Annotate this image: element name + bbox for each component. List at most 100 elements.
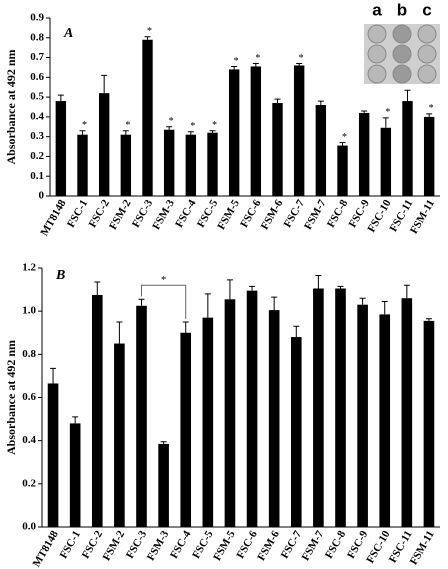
inset-well xyxy=(367,24,387,44)
error-bar xyxy=(339,142,346,146)
bar xyxy=(313,288,324,527)
y-tick-label: 0.6 xyxy=(30,71,44,83)
inset-well xyxy=(367,44,387,64)
bar xyxy=(136,305,147,527)
x-tick-label: FSM-6 xyxy=(259,197,286,231)
bar xyxy=(55,101,67,196)
inset-well xyxy=(392,44,412,64)
error-bar xyxy=(57,94,64,102)
error-bar xyxy=(231,65,238,70)
bar xyxy=(120,134,132,196)
x-tick-label: FSC-1 xyxy=(65,198,90,230)
bar xyxy=(207,132,218,196)
bar xyxy=(401,298,413,527)
inset-well xyxy=(417,44,437,64)
x-tick-label: FSM-3 xyxy=(150,197,177,231)
bar xyxy=(114,343,125,527)
x-tick-label: FSM-7 xyxy=(302,197,329,231)
error-bar xyxy=(50,367,57,384)
bar xyxy=(315,105,327,196)
significance-mark: * xyxy=(255,53,260,64)
significance-mark: * xyxy=(342,132,347,143)
inset-well xyxy=(417,64,437,84)
y-tick-label: 0.3 xyxy=(30,130,44,142)
bar xyxy=(98,93,110,196)
inset-label: b xyxy=(397,0,407,19)
bar xyxy=(69,423,81,527)
y-tick-label: 0.5 xyxy=(30,91,44,103)
bracket xyxy=(141,284,187,319)
bar xyxy=(423,320,435,527)
bar xyxy=(246,290,258,527)
error-bar xyxy=(116,321,123,344)
significance-mark: * xyxy=(190,121,195,132)
error-bar xyxy=(404,89,411,102)
y-tick-label: 0.0 xyxy=(22,521,36,533)
bar xyxy=(142,39,153,196)
significance-mark: * xyxy=(385,107,390,118)
y-tick-label: 0.8 xyxy=(22,348,36,360)
bar xyxy=(357,304,368,527)
bar xyxy=(358,112,370,196)
error-bar xyxy=(79,130,86,135)
bar xyxy=(379,314,391,527)
panel-label: A xyxy=(63,26,73,41)
bar xyxy=(228,69,240,196)
error-bar xyxy=(381,300,388,315)
error-bar xyxy=(160,441,167,444)
panel-label: B xyxy=(55,268,65,283)
y-tick-label: 0.2 xyxy=(30,150,44,162)
error-bar xyxy=(252,62,259,67)
bar xyxy=(293,65,305,196)
error-bar xyxy=(138,298,145,306)
x-tick-label: MT8148 xyxy=(38,197,69,238)
bar xyxy=(268,310,280,527)
error-bar xyxy=(94,281,101,295)
bar xyxy=(47,383,59,527)
y-tick-label: 1.2 xyxy=(22,262,36,274)
significance-mark: * xyxy=(234,56,239,67)
y-tick-label: 0.4 xyxy=(22,434,36,446)
bar xyxy=(158,443,169,527)
bar xyxy=(337,145,348,196)
error-bar xyxy=(249,285,256,291)
x-tick-label: FSM-2 xyxy=(101,528,128,562)
y-tick-label: 0 xyxy=(39,190,45,202)
x-tick-label: FSM-3 xyxy=(145,528,172,562)
error-bar xyxy=(425,318,432,321)
x-tick-label: FSM-6 xyxy=(255,528,282,562)
bar xyxy=(335,288,346,527)
x-tick-label: FSM-7 xyxy=(300,528,327,562)
error-bar xyxy=(271,296,278,311)
y-axis-label: Absorbance at 492 nm xyxy=(4,49,18,164)
inset-well xyxy=(417,24,437,44)
error-bar xyxy=(361,110,368,113)
significance-mark: * xyxy=(147,26,152,37)
error-bar xyxy=(403,284,410,299)
error-bar xyxy=(204,293,211,318)
inset-label: c xyxy=(422,0,431,19)
x-tick-label: FSM-5 xyxy=(211,528,238,562)
inset-label: a xyxy=(372,0,382,19)
error-bar xyxy=(274,98,281,104)
error-bar xyxy=(293,325,300,338)
error-bar xyxy=(209,130,216,133)
bar xyxy=(91,294,103,527)
error-bar xyxy=(144,36,151,40)
error-bar xyxy=(382,117,389,128)
bar xyxy=(202,317,214,527)
y-axis-label: Absorbance at 492 nm xyxy=(4,340,18,455)
y-tick-label: 1.0 xyxy=(22,305,36,317)
bar xyxy=(185,134,197,196)
error-bar xyxy=(296,62,303,66)
bracket-label: * xyxy=(161,274,167,286)
bar xyxy=(180,332,192,527)
bar xyxy=(423,116,435,196)
x-tick-label: FSC-1 xyxy=(58,529,83,561)
y-tick-label: 0.1 xyxy=(30,170,44,182)
error-bar xyxy=(101,74,108,94)
bar xyxy=(77,134,88,196)
x-tick-label: MT8148 xyxy=(31,528,62,569)
x-tick-label: FSC-8 xyxy=(323,528,349,560)
